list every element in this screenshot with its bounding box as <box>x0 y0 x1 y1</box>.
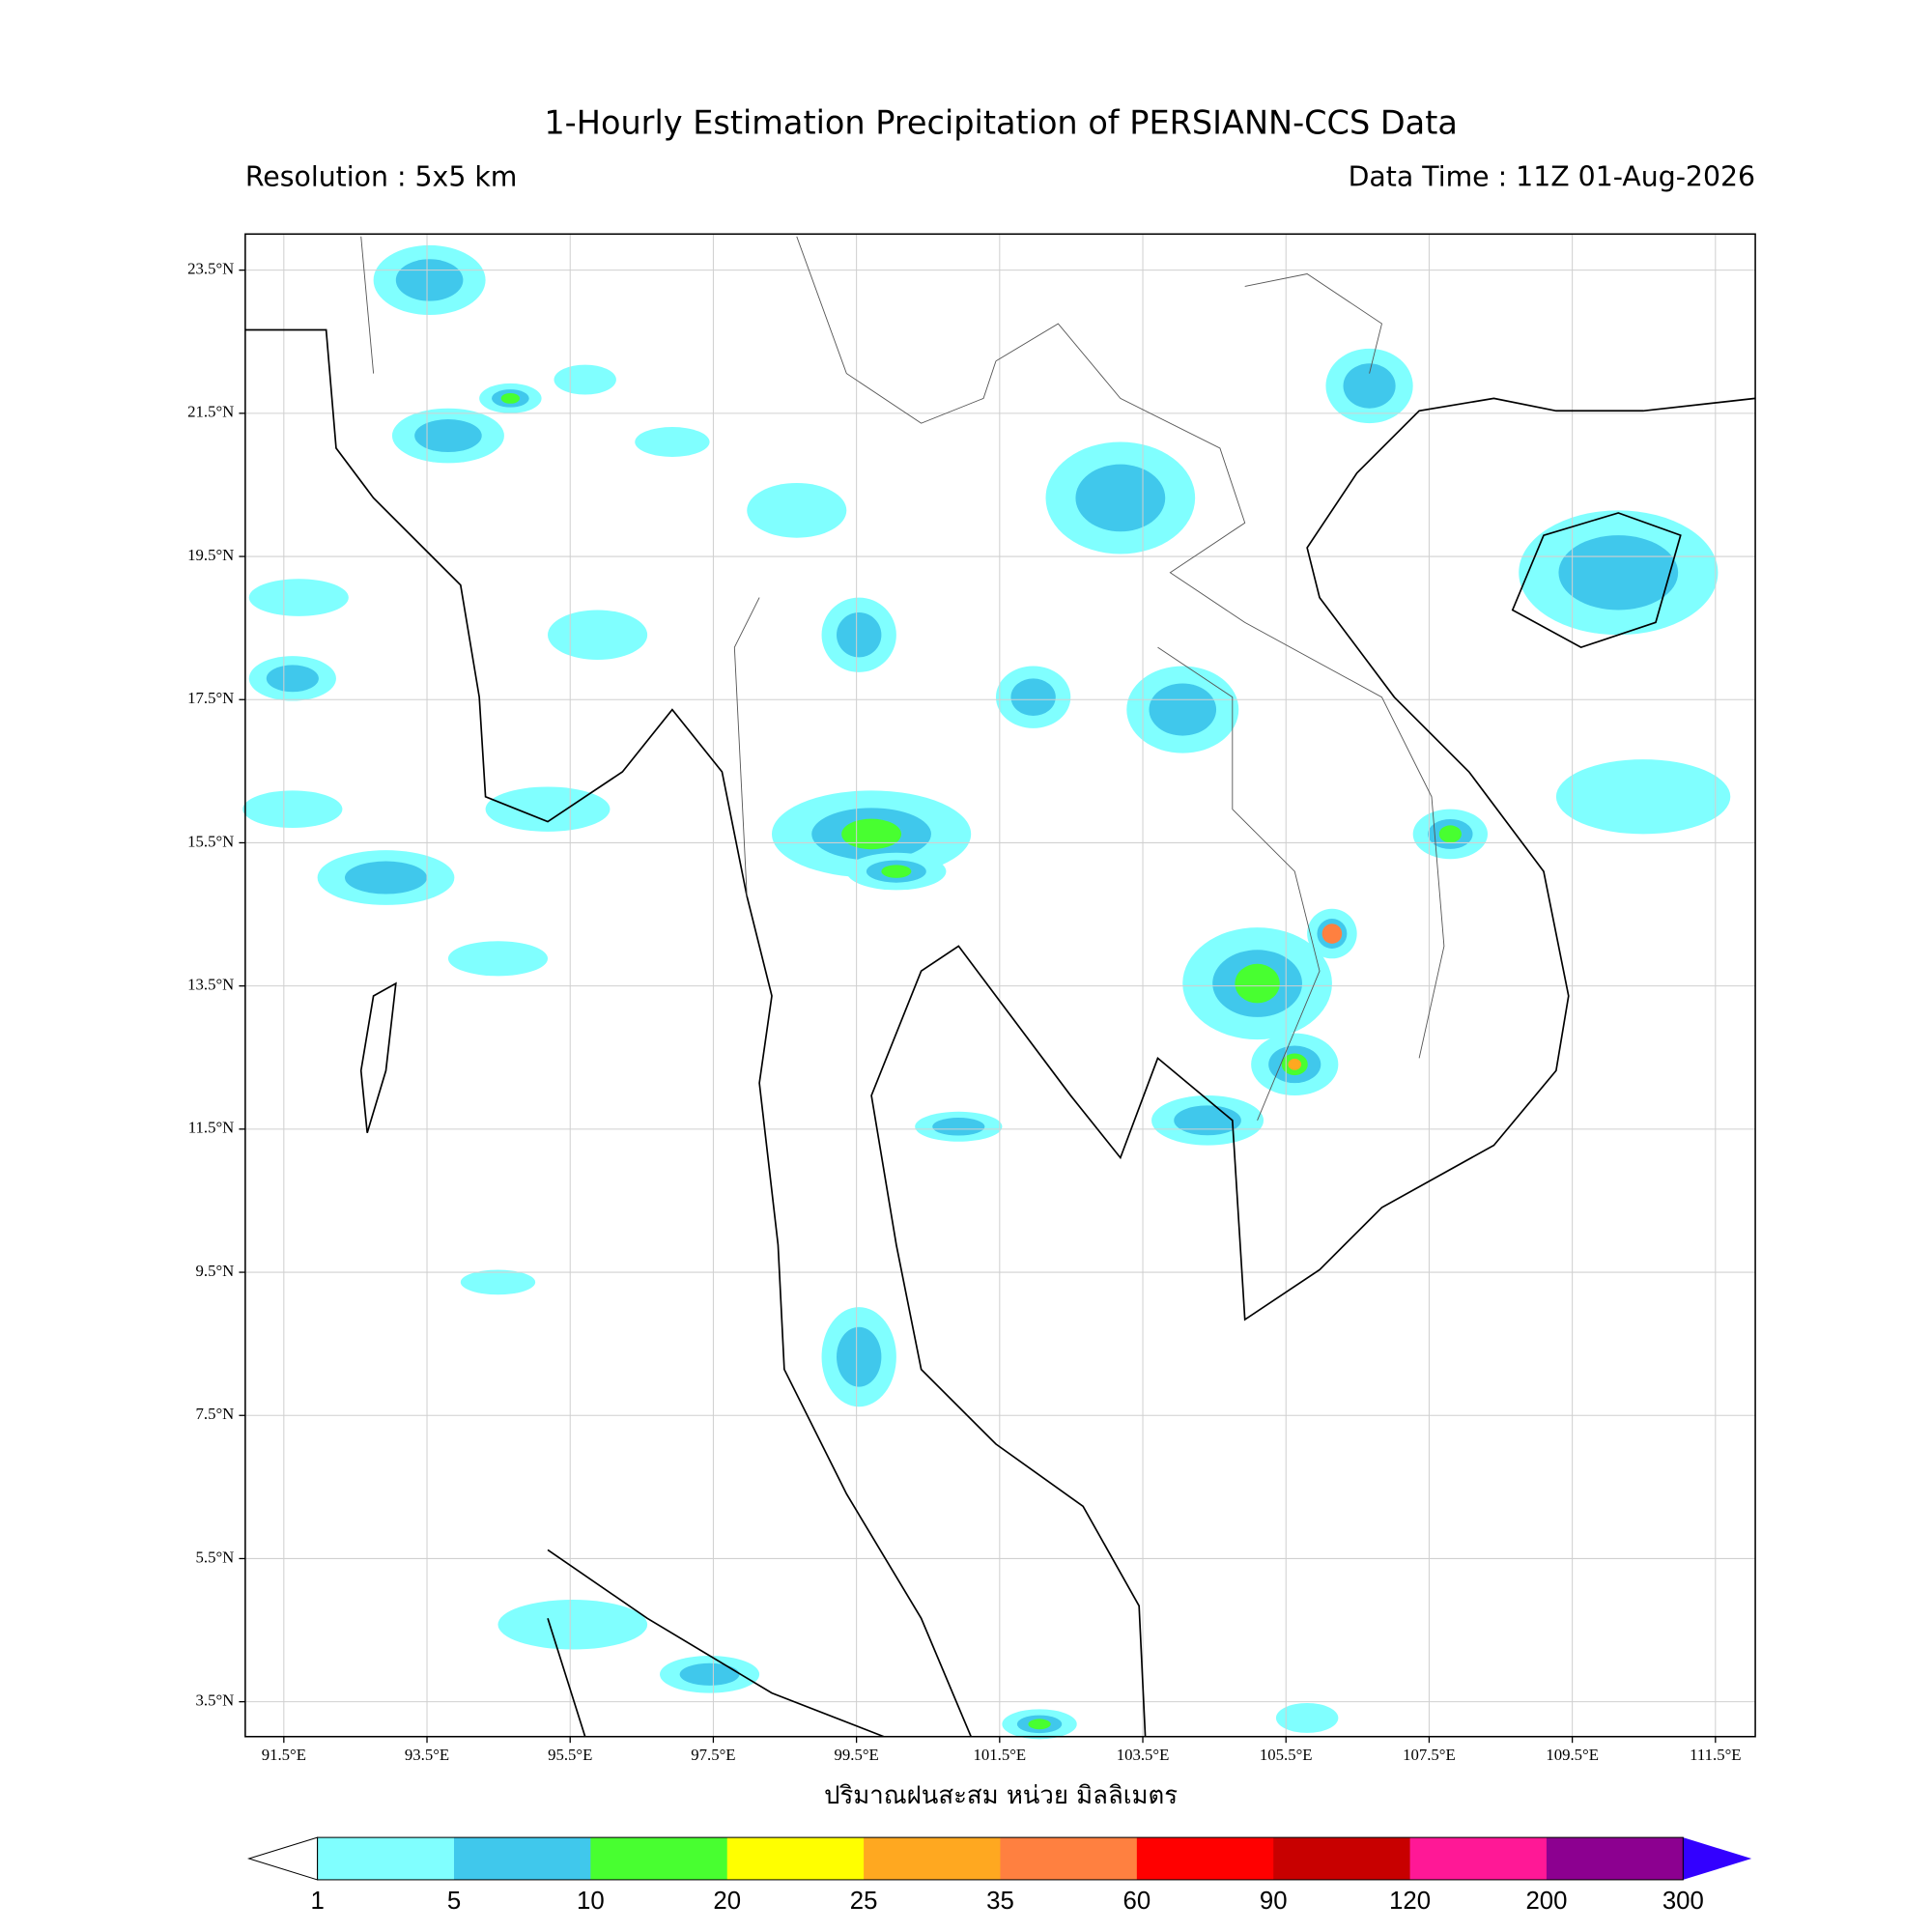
rain-cell <box>1275 1702 1339 1733</box>
colorbar-frame <box>317 1836 1684 1881</box>
colorbar-segment <box>726 1837 865 1880</box>
lon-label: 105.5°E <box>1260 1746 1313 1764</box>
colorbar-label: 25 <box>850 1888 878 1915</box>
rain-cell <box>679 1662 740 1686</box>
lon-label: 97.5°E <box>691 1746 735 1764</box>
colorbar-label: 90 <box>1260 1888 1288 1915</box>
data-time: Data Time : 11Z 01-Aug-2026 <box>1349 160 1756 192</box>
rain-cell <box>414 419 482 453</box>
lat-label: 15.5°N <box>187 832 234 850</box>
map-figure: 1-Hourly Estimation Precipitation of PER… <box>187 103 1756 1915</box>
lon-label: 109.5°E <box>1546 1746 1599 1764</box>
colorbar-segment <box>1136 1837 1274 1880</box>
rain-cell <box>395 259 464 301</box>
colorbar-label: 10 <box>577 1888 605 1915</box>
country-borders <box>360 236 1445 1122</box>
axis-ticks: 23.5°N 21.5°N 19.5°N 17.5°N 15.5°N 13.5°N 11.5… <box>187 259 1741 1764</box>
sumatra-coast <box>547 1548 885 1738</box>
rain-cell <box>841 818 902 850</box>
colorbar-segment <box>864 1837 1002 1880</box>
precipitation-layer <box>242 244 1731 1740</box>
rain-cell <box>1235 963 1280 1004</box>
rain-cell <box>932 1117 985 1136</box>
rain-cell <box>1558 535 1679 611</box>
lat-label: 11.5°N <box>188 1119 235 1137</box>
colorbar-segment <box>1409 1837 1548 1880</box>
rain-cell <box>554 364 616 395</box>
lat-label: 23.5°N <box>187 259 234 277</box>
rain-cell <box>1010 678 1056 717</box>
lon-label: 93.5°E <box>405 1746 449 1764</box>
lat-label: 17.5°N <box>187 689 234 707</box>
colorbar-label: 300 <box>1662 1888 1704 1915</box>
lon-label: 101.5°E <box>974 1746 1027 1764</box>
lon-label: 95.5°E <box>548 1746 592 1764</box>
colorbar: 1 5 10 20 25 35 60 90 120 200 300 <box>246 1836 1752 1915</box>
resolution: Resolution : 5x5 km <box>245 160 518 192</box>
rain-cell <box>497 1599 648 1650</box>
rain-cell <box>1343 363 1396 409</box>
colorbar-segment <box>1273 1837 1411 1880</box>
rain-cell <box>248 579 349 616</box>
rain-cell <box>344 861 428 895</box>
colorbar-segment <box>317 1837 455 1880</box>
lon-label: 111.5°E <box>1690 1746 1741 1764</box>
rain-cell <box>1174 1105 1241 1136</box>
lat-label: 5.5°N <box>196 1548 235 1566</box>
colorbar-label: 5 <box>447 1888 461 1915</box>
rain-cell <box>1288 1059 1302 1070</box>
colorbar-segment <box>1546 1837 1684 1880</box>
colorbar-over <box>1683 1837 1752 1880</box>
rain-cell <box>242 790 343 828</box>
rain-cell <box>460 1269 536 1295</box>
rain-cell <box>485 786 611 832</box>
grid <box>244 234 1756 1737</box>
lat-label: 3.5°N <box>196 1690 235 1709</box>
axis-label: ปริมาณฝนสะสม หน่วย มิลลิเมตร <box>824 1781 1178 1810</box>
colorbar-segment <box>453 1837 592 1880</box>
rain-cell <box>447 941 549 977</box>
lat-label: 19.5°N <box>187 546 234 564</box>
rain-cell <box>881 865 912 878</box>
colorbar-label: 35 <box>986 1888 1014 1915</box>
colorbar-segment <box>590 1837 728 1880</box>
rain-cell <box>1028 1719 1051 1730</box>
title: 1-Hourly Estimation Precipitation of PER… <box>544 103 1458 141</box>
colorbar-label: 20 <box>713 1888 741 1915</box>
lat-label: 21.5°N <box>187 403 234 421</box>
rain-cell <box>1555 759 1731 835</box>
lon-label: 107.5°E <box>1403 1746 1456 1764</box>
andaman-islands <box>359 981 397 1133</box>
rain-cell <box>635 427 710 457</box>
colorbar-label: 120 <box>1389 1888 1431 1915</box>
rain-cell <box>837 1326 882 1387</box>
colorbar-label: 1 <box>310 1888 324 1915</box>
colorbar-under <box>246 1836 319 1881</box>
rain-cell <box>266 665 319 693</box>
colorbar-segment <box>1000 1837 1138 1880</box>
lon-label: 103.5°E <box>1117 1746 1170 1764</box>
rain-cell <box>500 392 521 404</box>
hainan-coast <box>1511 512 1682 649</box>
rain-cell <box>1438 825 1462 843</box>
rain-cell <box>548 610 648 661</box>
rain-cell <box>1149 683 1217 736</box>
rain-cell <box>1321 923 1343 944</box>
rain-cell <box>1075 464 1166 532</box>
lon-label: 99.5°E <box>835 1746 879 1764</box>
coastline <box>244 328 1756 1738</box>
colorbar-label: 60 <box>1123 1888 1151 1915</box>
colorbar-label: 200 <box>1525 1888 1567 1915</box>
lat-label: 13.5°N <box>187 975 234 993</box>
lon-label: 91.5°E <box>262 1746 306 1764</box>
rain-cell <box>837 612 882 658</box>
rain-cell <box>747 483 847 538</box>
lat-label: 9.5°N <box>196 1262 235 1280</box>
lat-label: 7.5°N <box>196 1405 235 1423</box>
